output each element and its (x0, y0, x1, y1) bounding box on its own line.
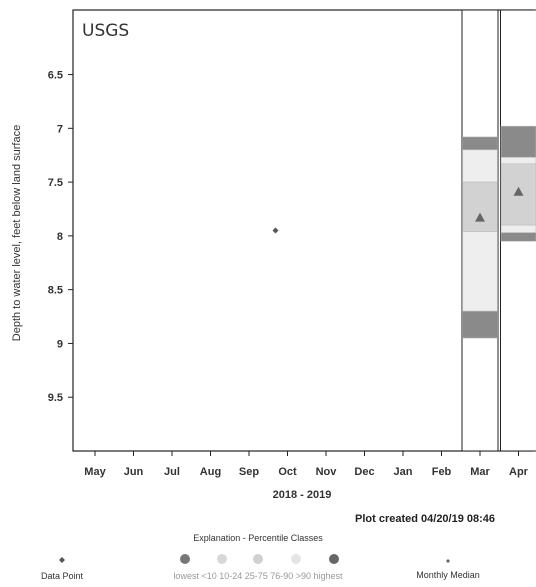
median-triangle (513, 186, 524, 196)
plot-area (72, 9, 534, 452)
percentile-band (500, 125, 536, 158)
chart-marks (272, 9, 536, 452)
legend-median-symbol (446, 559, 450, 563)
percentile-band (462, 181, 498, 232)
x-tick-label: Sep (239, 466, 259, 478)
usgs-watermark: USGS (82, 21, 129, 41)
legend-median-label: Monthly Median (416, 570, 480, 580)
legend-class-circle (329, 554, 339, 564)
x-tick-label: Apr (509, 466, 529, 478)
legend-title: Explanation - Percentile Classes (193, 533, 323, 543)
percentile-band (462, 310, 498, 339)
y-tick-label: 7 (57, 123, 63, 135)
percentile-band (500, 232, 536, 242)
percentile-band (462, 136, 498, 151)
y-tick-label: 9.5 (48, 392, 63, 404)
median-triangle (475, 212, 485, 222)
legend-class-circle (291, 554, 301, 564)
percentile-band (462, 149, 498, 183)
x-tick-label: Jul (164, 466, 180, 478)
percentile-band (462, 231, 498, 312)
x-tick-label: Nov (316, 466, 338, 478)
y-tick-label: 6.5 (48, 70, 63, 82)
y-tick-label: 9 (57, 338, 63, 350)
legend-class-circle (217, 554, 227, 564)
x-tick-label: Dec (354, 466, 374, 478)
percentile-band (500, 157, 536, 165)
legend-class-circle (253, 554, 263, 564)
legend-classes-label: lowest <10 10-24 25-75 76-90 >90 highest (173, 571, 343, 581)
legend-data-point-label: Data Point (41, 571, 84, 581)
x-tick-label: Jan (394, 466, 413, 478)
legend-class-circle (180, 554, 190, 564)
y-tick-label: 7.5 (48, 177, 63, 189)
data-point (272, 227, 279, 234)
percentile-band (500, 224, 536, 233)
y-axis-label: Depth to water level, feet below land su… (11, 125, 23, 341)
y-tick-label: 8.5 (48, 285, 63, 297)
legend-data-point-symbol (59, 557, 65, 563)
x-axis-label: 2018 - 2019 (273, 489, 332, 501)
created-text: Plot created 04/20/19 08:46 (355, 513, 495, 525)
plot-frame (72, 9, 534, 452)
x-axis-ticks: May Jun Jul Aug Sep Oct Nov Dec Jan Feb Mar Apr (84, 451, 529, 478)
x-tick-label: Aug (200, 466, 221, 478)
x-tick-label: May (84, 466, 106, 478)
legend (59, 554, 450, 564)
x-tick-label: Jun (124, 466, 144, 478)
x-tick-label: Mar (470, 466, 490, 478)
y-tick-label: 8 (57, 231, 63, 243)
y-axis-ticks: 6.5 7 7.5 8 8.5 9 9.5 (48, 70, 73, 404)
x-tick-label: Feb (432, 466, 452, 478)
x-tick-label: Oct (278, 466, 297, 478)
